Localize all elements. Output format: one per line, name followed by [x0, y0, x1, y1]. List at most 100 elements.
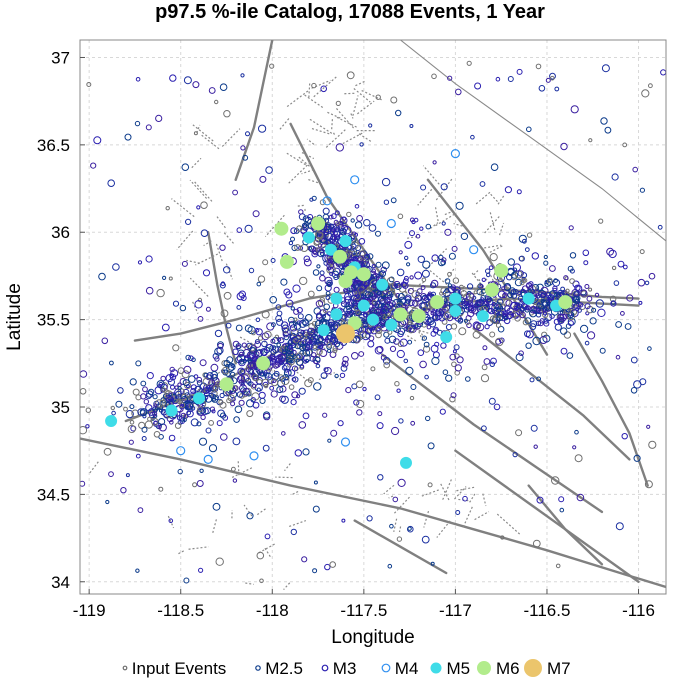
- event-marker: [420, 184, 427, 191]
- event-marker: [279, 385, 287, 393]
- event-marker: [103, 447, 112, 456]
- fault-zone-mark: [188, 546, 209, 550]
- event-marker: [572, 445, 577, 450]
- event-marker: [155, 114, 163, 123]
- event-marker: [398, 250, 403, 255]
- event-marker: [202, 377, 211, 386]
- fault-zone-mark: [484, 244, 502, 249]
- event-marker: [588, 287, 593, 292]
- event-marker: [254, 341, 262, 348]
- event-marker: [404, 294, 412, 302]
- event-marker: [199, 468, 204, 473]
- event-marker: [219, 244, 226, 251]
- event-marker: [497, 325, 505, 333]
- event-marker: [529, 309, 537, 318]
- event-marker: [258, 124, 267, 133]
- event-marker: [500, 535, 505, 540]
- event-marker: [531, 252, 539, 260]
- event-marker: [156, 288, 165, 298]
- event-marker: [594, 292, 600, 298]
- event-marker: [351, 352, 359, 360]
- event-marker: [269, 63, 275, 69]
- event-marker: [558, 496, 565, 503]
- fault-zone-mark: [388, 495, 394, 499]
- event-marker: [223, 291, 232, 300]
- event-marker: [286, 350, 295, 359]
- event-marker: [475, 301, 482, 308]
- event-marker: [86, 82, 92, 87]
- event-marker: [262, 381, 269, 388]
- event-marker: [544, 304, 550, 311]
- event-marker: [212, 502, 221, 511]
- event-marker: [518, 350, 524, 357]
- event-marker: [217, 341, 224, 349]
- event-marker: [259, 578, 264, 584]
- event-marker: [339, 372, 346, 379]
- fault-zone-mark: [311, 79, 331, 89]
- fault-zone-mark: [489, 212, 496, 231]
- event-marker: [145, 404, 153, 412]
- fault-zone-mark: [194, 181, 214, 203]
- event-marker: [353, 334, 362, 343]
- event-marker: [398, 418, 404, 424]
- event-marker: [624, 323, 632, 330]
- fault-zone-mark: [278, 118, 290, 131]
- event-marker: [280, 395, 289, 404]
- legend: Input Events M2.5 M3 M4 M5 M6 M7: [122, 659, 571, 678]
- event-marker: [536, 496, 544, 504]
- event-marker: [368, 335, 375, 342]
- event-marker: [525, 305, 531, 311]
- event-marker: [364, 253, 371, 260]
- fault-zone-mark: [353, 88, 371, 103]
- event-marker: [617, 260, 625, 268]
- event-m6: [494, 263, 509, 278]
- fault-trace: [206, 230, 237, 365]
- fault-zone-mark: [352, 95, 359, 116]
- event-marker: [591, 307, 597, 313]
- fault-zone-mark: [177, 550, 185, 555]
- event-marker: [467, 283, 474, 290]
- event-marker: [271, 322, 276, 328]
- event-marker: [447, 283, 453, 288]
- event-marker: [245, 131, 250, 137]
- event-m6: [274, 221, 289, 236]
- event-marker: [198, 567, 204, 573]
- event-marker: [322, 213, 330, 221]
- event-marker: [335, 341, 344, 350]
- event-marker: [324, 276, 333, 285]
- x-tick-label: -119: [73, 601, 106, 620]
- event-marker: [232, 340, 240, 348]
- event-marker: [177, 386, 182, 391]
- event-marker: [574, 298, 581, 304]
- event-m6: [430, 295, 445, 310]
- event-marker: [308, 245, 315, 252]
- event-marker: [611, 173, 619, 181]
- event-marker: [356, 215, 364, 222]
- event-marker: [454, 364, 462, 372]
- event-marker: [397, 293, 405, 300]
- event-marker: [276, 310, 283, 317]
- event-marker: [580, 289, 588, 297]
- event-marker: [305, 314, 313, 322]
- event-marker: [403, 275, 409, 281]
- event-marker: [498, 302, 503, 307]
- event-m6: [356, 267, 371, 282]
- event-marker: [259, 175, 267, 183]
- event-marker: [354, 232, 358, 237]
- event-marker: [421, 535, 430, 544]
- event-m6: [393, 307, 408, 322]
- fault-zone-mark: [429, 270, 453, 290]
- event-marker: [280, 278, 288, 286]
- event-marker: [604, 126, 612, 134]
- event-marker: [455, 88, 462, 96]
- event-marker: [359, 331, 367, 339]
- event-marker: [421, 335, 427, 341]
- event-marker: [332, 320, 338, 326]
- event-marker: [421, 295, 430, 304]
- x-axis-ticks: -119 -118.5 -118 -117.5 -117 -116.5 -116: [73, 589, 655, 620]
- event-marker: [535, 320, 542, 326]
- event-marker: [188, 355, 194, 362]
- fault-zone-mark: [264, 547, 271, 557]
- event-marker: [615, 321, 622, 328]
